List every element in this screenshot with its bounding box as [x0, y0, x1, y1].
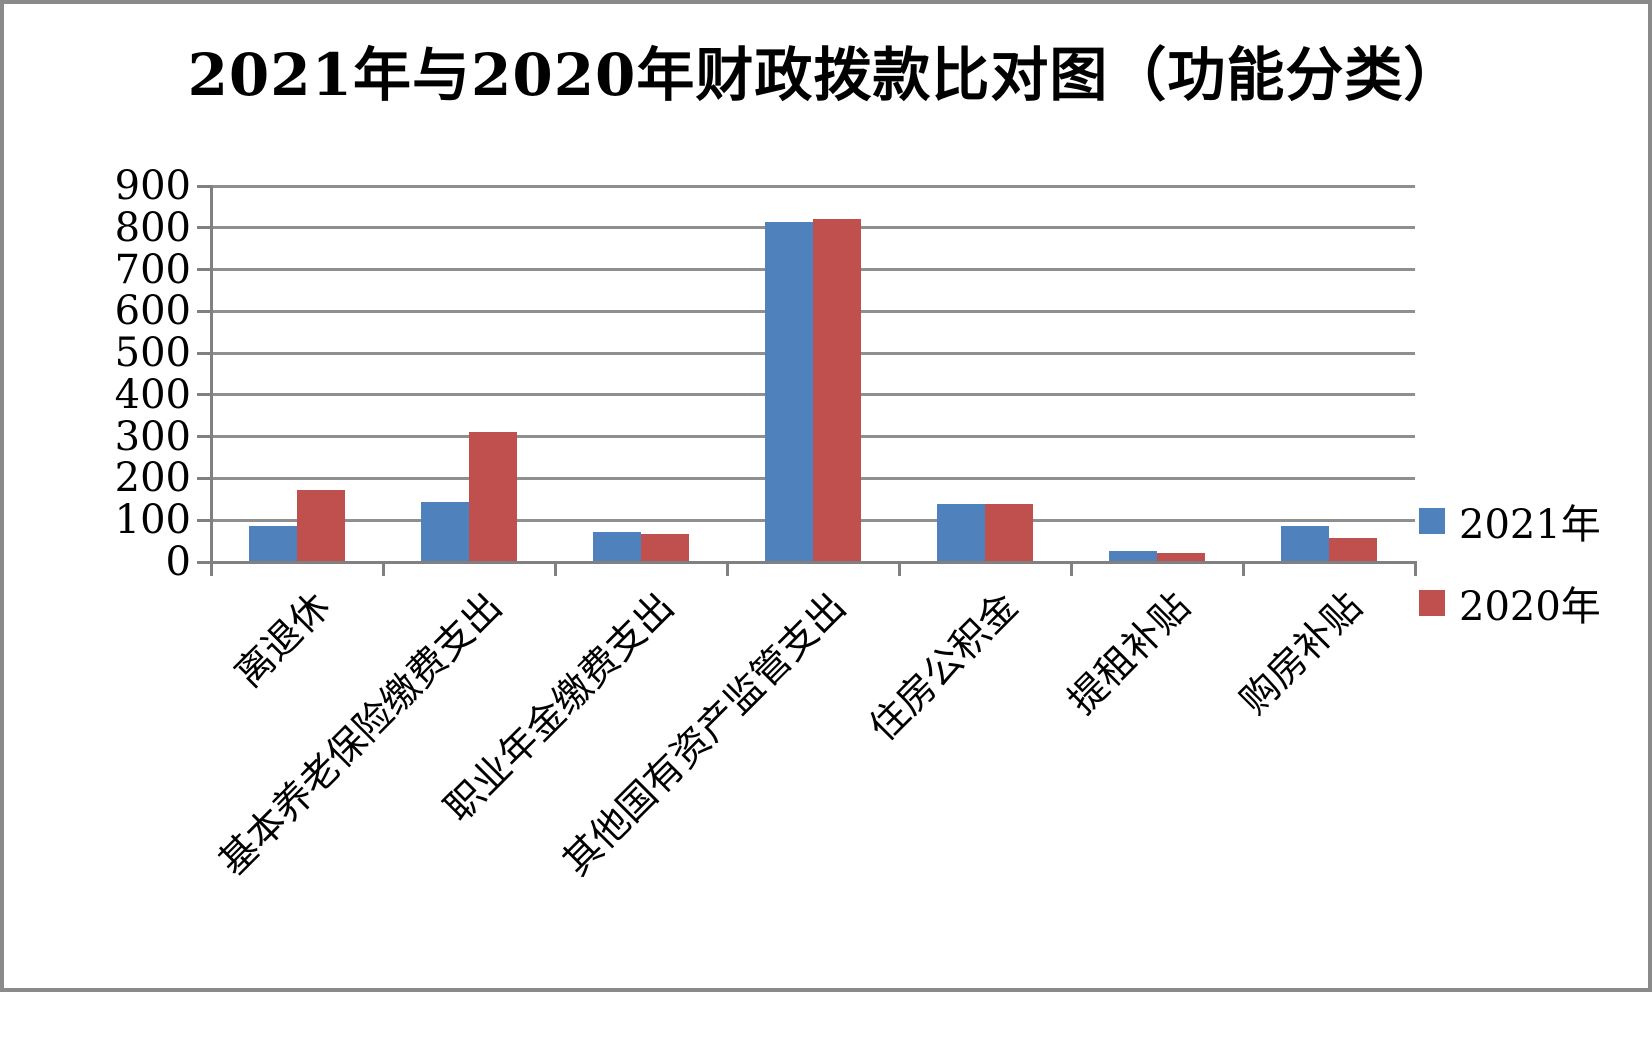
bar-2020年-职业年金缴费支出 — [641, 533, 689, 562]
bar-2021年-提租补贴 — [1109, 551, 1157, 562]
y-axis-label-200: 200 — [114, 455, 191, 502]
x-axis-line — [209, 560, 1417, 564]
legend-swatch-2021年 — [1419, 508, 1445, 534]
y-axis-label-0: 0 — [165, 539, 191, 585]
gridline-900 — [211, 184, 1415, 188]
y-axis-tick-500 — [197, 351, 211, 355]
bar-2021年-住房公积金 — [937, 503, 985, 562]
chart-title: 2021年与2020年财政拨款比对图（功能分类） — [187, 41, 1463, 109]
bar-2020年-住房公积金 — [985, 503, 1033, 562]
bar-2021年-其他国有资产监管支出 — [765, 222, 813, 562]
bar-2021年-购房补贴 — [1281, 526, 1329, 562]
y-axis-label-400: 400 — [114, 371, 191, 418]
legend-label-2020年: 2020年 — [1459, 584, 1601, 630]
bar-2020年-基本养老保险缴费支出 — [469, 431, 517, 562]
y-axis-tick-400 — [197, 393, 211, 397]
bar-2020年-提租补贴 — [1157, 553, 1205, 562]
y-axis-tick-900 — [197, 184, 211, 188]
x-axis-tick-6 — [1241, 562, 1245, 576]
bar-2020年-离退休 — [297, 489, 345, 562]
y-axis-label-900: 900 — [114, 163, 191, 209]
x-axis-tick-4 — [897, 562, 901, 576]
y-axis-label-700: 700 — [114, 246, 191, 293]
legend-swatch-2020年 — [1419, 590, 1445, 616]
bar-2021年-基本养老保险缴费支出 — [421, 502, 469, 562]
y-axis-tick-100 — [197, 518, 211, 522]
x-axis-tick-2 — [553, 562, 557, 576]
y-axis-tick-600 — [197, 309, 211, 313]
legend-item-2020年: 2020年 — [1419, 574, 1601, 632]
bar-2021年-职业年金缴费支出 — [593, 531, 641, 562]
x-axis-tick-3 — [725, 562, 729, 576]
x-axis-tick-1 — [381, 562, 385, 576]
y-axis-tick-800 — [197, 226, 211, 230]
y-axis-label-300: 300 — [114, 413, 191, 460]
y-axis-label-500: 500 — [114, 330, 191, 377]
y-axis-tick-200 — [197, 476, 211, 480]
bar-2021年-离退休 — [249, 525, 297, 562]
legend-label-2021年: 2021年 — [1459, 502, 1601, 548]
y-axis-tick-300 — [197, 435, 211, 439]
x-axis-tick-7 — [1413, 562, 1417, 576]
y-axis-tick-0 — [197, 560, 211, 564]
y-axis-label-800: 800 — [114, 204, 191, 251]
legend-item-2021年: 2021年 — [1419, 492, 1601, 550]
bar-2020年-其他国有资产监管支出 — [813, 218, 861, 562]
x-axis-tick-5 — [1069, 562, 1073, 576]
y-axis-label-600: 600 — [114, 288, 191, 335]
y-axis-tick-700 — [197, 268, 211, 272]
y-axis-label-100: 100 — [114, 497, 191, 544]
y-axis-line — [209, 186, 213, 576]
bar-2020年-购房补贴 — [1329, 538, 1377, 562]
